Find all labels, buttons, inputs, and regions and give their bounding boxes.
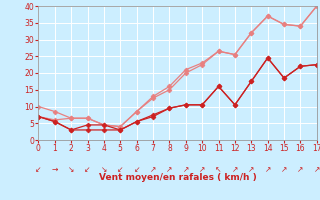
Text: ↗: ↗ bbox=[150, 165, 156, 174]
Text: ↙: ↙ bbox=[133, 165, 140, 174]
X-axis label: Vent moyen/en rafales ( km/h ): Vent moyen/en rafales ( km/h ) bbox=[99, 173, 256, 182]
Text: ↗: ↗ bbox=[199, 165, 205, 174]
Text: ↘: ↘ bbox=[101, 165, 107, 174]
Text: ↙: ↙ bbox=[117, 165, 124, 174]
Text: ↗: ↗ bbox=[166, 165, 172, 174]
Text: ↗: ↗ bbox=[183, 165, 189, 174]
Text: ↗: ↗ bbox=[297, 165, 304, 174]
Text: ↙: ↙ bbox=[35, 165, 42, 174]
Text: ↗: ↗ bbox=[314, 165, 320, 174]
Text: ↗: ↗ bbox=[248, 165, 254, 174]
Text: ↘: ↘ bbox=[68, 165, 74, 174]
Text: ↗: ↗ bbox=[232, 165, 238, 174]
Text: ↗: ↗ bbox=[281, 165, 287, 174]
Text: ↖: ↖ bbox=[215, 165, 222, 174]
Text: ↗: ↗ bbox=[265, 165, 271, 174]
Text: ↙: ↙ bbox=[84, 165, 91, 174]
Text: →: → bbox=[52, 165, 58, 174]
